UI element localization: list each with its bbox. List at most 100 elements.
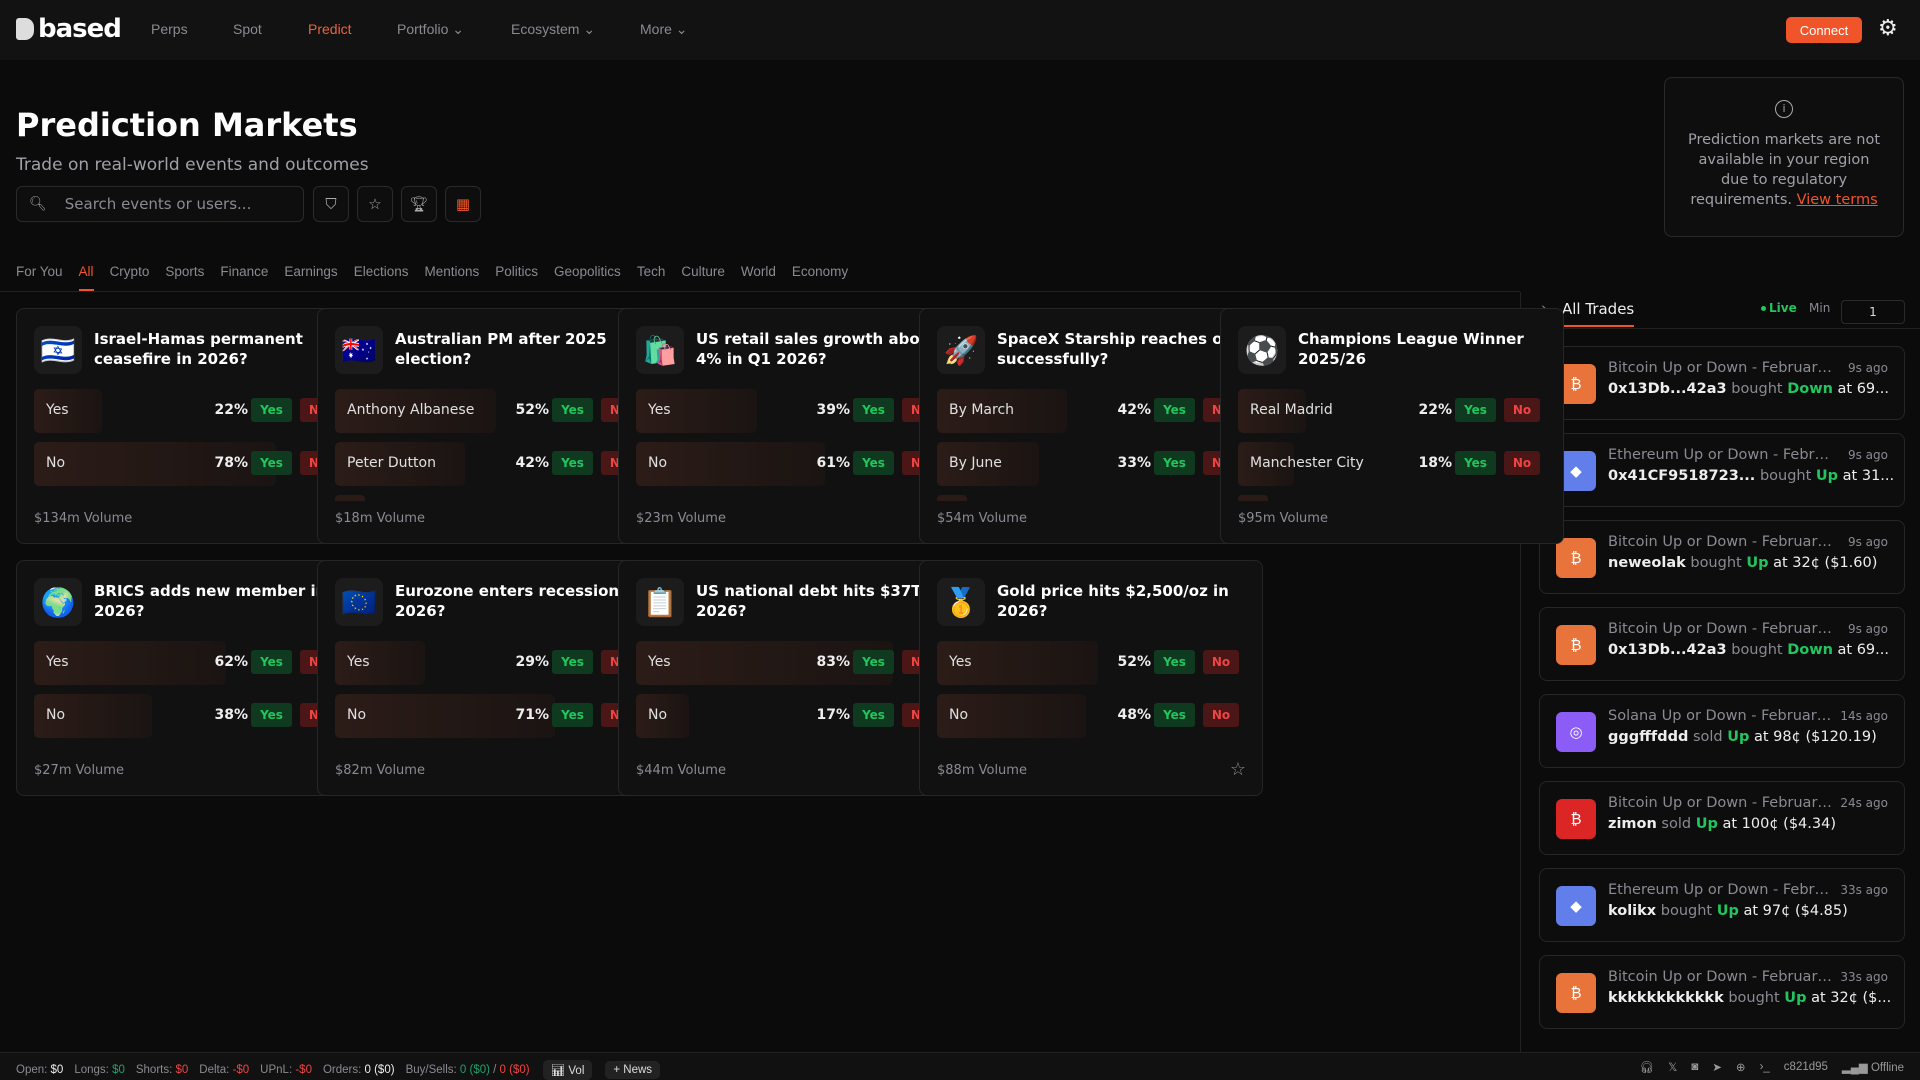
buy-no-button[interactable]: No — [1203, 650, 1239, 674]
buy-yes-button[interactable]: Yes — [251, 451, 292, 475]
buy-yes-button[interactable]: Yes — [1154, 398, 1195, 422]
buy-yes-button[interactable]: Yes — [1455, 398, 1496, 422]
gear-icon[interactable]: ⚙ — [1878, 16, 1898, 41]
trader-name[interactable]: 0x13Db...42a3 — [1608, 642, 1727, 658]
trade-item[interactable]: ₿ Bitcoin Up or Down - February... 24s ago… — [1539, 781, 1905, 855]
market-title[interactable]: Eurozone enters recession in 2026? — [395, 582, 641, 620]
market-volume: $23m Volume — [636, 511, 726, 526]
tab-crypto[interactable]: Crypto — [109, 264, 150, 279]
market-title[interactable]: US national debt hits $37T in 2026? — [696, 582, 943, 620]
buy-yes-button[interactable]: Yes — [251, 650, 292, 674]
buy-yes-button[interactable]: Yes — [251, 398, 292, 422]
trade-item[interactable]: ₿ Bitcoin Up or Down - February ... 9s ago… — [1539, 520, 1905, 594]
market-card[interactable]: 📋 US national debt hits $37T in 2026? Yes 8… — [618, 560, 962, 796]
x-icon[interactable]: 𝕏 — [1668, 1062, 1678, 1074]
trade-price: at 69... — [1837, 642, 1889, 658]
stat-item: Delta: -$0 — [199, 1064, 249, 1076]
tab-geopolitics[interactable]: Geopolitics — [554, 264, 621, 279]
discord-icon[interactable]: ◙ — [1691, 1061, 1699, 1073]
trade-market: Ethereum Up or Down - Febru... — [1608, 882, 1836, 898]
trader-name[interactable]: gggfffddd — [1608, 729, 1689, 745]
tab-all-trades[interactable]: All Trades — [1562, 300, 1635, 327]
tab-all[interactable]: All — [78, 264, 94, 291]
market-card[interactable]: 🚀 SpaceX Starship reaches orbit successfu… — [919, 308, 1263, 544]
buy-yes-button[interactable]: Yes — [1455, 451, 1496, 475]
connect-button[interactable]: Connect — [1786, 17, 1862, 43]
nav-portfolio[interactable]: Portfolio ⌄ — [397, 21, 464, 37]
market-title[interactable]: Israel-Hamas permanent ceasefire in 2026… — [94, 330, 303, 368]
market-card[interactable]: 🇮🇱 Israel-Hamas permanent ceasefire in 20… — [16, 308, 360, 544]
min-input[interactable] — [1841, 300, 1905, 324]
buy-no-button[interactable]: No — [1504, 398, 1540, 422]
tab-sports[interactable]: Sports — [165, 264, 205, 279]
buy-yes-button[interactable]: Yes — [552, 650, 593, 674]
market-card[interactable]: 🇦🇺 Australian PM after 2025 election? Anth… — [317, 308, 661, 544]
search-input[interactable] — [64, 195, 285, 213]
trader-name[interactable]: 0x13Db...42a3 — [1608, 381, 1727, 397]
terminal-icon[interactable]: ›_ — [1759, 1061, 1770, 1073]
trade-item[interactable]: ₿ Bitcoin Up or Down - February ... 9s ago… — [1539, 346, 1905, 420]
trade-item[interactable]: ◎ Solana Up or Down - February ... 14s ago… — [1539, 694, 1905, 768]
buy-no-button[interactable]: No — [1203, 703, 1239, 727]
nav-more[interactable]: More ⌄ — [640, 21, 688, 37]
buy-yes-button[interactable]: Yes — [853, 650, 894, 674]
trader-name[interactable]: 0x41CF9518723... — [1608, 468, 1756, 484]
buy-yes-button[interactable]: Yes — [1154, 703, 1195, 727]
buy-yes-button[interactable]: Yes — [853, 451, 894, 475]
trader-name[interactable]: kkkkkkkkkkkk — [1608, 990, 1724, 1006]
globe-icon[interactable]: ⊕ — [1735, 1062, 1746, 1074]
market-card[interactable]: 🥇 Gold price hits $2,500/oz in 2026? Yes 52… — [919, 560, 1263, 796]
buy-yes-button[interactable]: Yes — [1154, 451, 1195, 475]
buy-yes-button[interactable]: Yes — [552, 703, 593, 727]
logo[interactable]: based — [16, 14, 122, 44]
tab-culture[interactable]: Culture — [681, 264, 725, 279]
market-title[interactable]: SpaceX Starship reaches orbit successful… — [997, 330, 1254, 368]
tab-tech[interactable]: Tech — [636, 264, 666, 279]
tab-earnings[interactable]: Earnings — [284, 264, 338, 279]
tab-mentions[interactable]: Mentions — [424, 264, 480, 279]
market-card[interactable]: ⚽ Champions League Winner 2025/26 Real Mad… — [1220, 308, 1564, 544]
tab-world[interactable]: World — [740, 264, 776, 279]
tab-for-you[interactable]: For You — [16, 264, 63, 279]
tab-politics[interactable]: Politics — [495, 264, 539, 279]
telegram-icon[interactable]: ➤ — [1712, 1062, 1722, 1074]
market-card[interactable]: 🛍️ US retail sales growth above 4% in Q1 … — [618, 308, 962, 544]
news-button[interactable]: + News — [605, 1061, 661, 1079]
market-title[interactable]: Champions League Winner 2025/26 — [1298, 330, 1524, 368]
buy-yes-button[interactable]: Yes — [552, 451, 593, 475]
nav-predict[interactable]: Predict — [308, 21, 352, 37]
buy-yes-button[interactable]: Yes — [552, 398, 593, 422]
nav-spot[interactable]: Spot — [233, 21, 262, 37]
buy-yes-button[interactable]: Yes — [251, 703, 292, 727]
star-icon[interactable]: ☆ — [1229, 759, 1246, 780]
trader-name[interactable]: neweolak — [1608, 555, 1686, 571]
market-title[interactable]: BRICS adds new member in 2026? — [94, 582, 327, 620]
market-card[interactable]: 🇪🇺 Eurozone enters recession in 2026? Yes 2… — [317, 560, 661, 796]
trade-item[interactable]: ₿ Bitcoin Up or Down - February ... 9s ago… — [1539, 607, 1905, 681]
trader-name[interactable]: kolikx — [1608, 903, 1657, 919]
filter-button[interactable]: ⛉ — [313, 186, 349, 222]
tab-finance[interactable]: Finance — [220, 264, 269, 279]
trade-item[interactable]: ₿ Bitcoin Up or Down - February... 33s ago… — [1539, 955, 1905, 1029]
nav-perps[interactable]: Perps — [151, 21, 188, 37]
market-title[interactable]: Australian PM after 2025 election? — [395, 330, 607, 368]
grid-view-button[interactable]: ▦ — [445, 186, 481, 222]
buy-yes-button[interactable]: Yes — [853, 703, 894, 727]
trade-item[interactable]: ◆Ethereum Up or Down - February ...9s ag… — [1539, 433, 1905, 507]
view-terms-link[interactable]: View terms — [1796, 192, 1878, 208]
market-title[interactable]: US retail sales growth above 4% in Q1 20… — [696, 330, 940, 368]
vol-button[interactable]: 📊︎ Vol — [542, 1060, 593, 1080]
trader-name[interactable]: zimon — [1608, 816, 1657, 832]
market-card[interactable]: 🌍 BRICS adds new member in 2026? Yes 62% Yes… — [16, 560, 360, 796]
buy-yes-button[interactable]: Yes — [853, 398, 894, 422]
tab-economy[interactable]: Economy — [791, 264, 849, 279]
market-title[interactable]: Gold price hits $2,500/oz in 2026? — [997, 582, 1229, 620]
tab-elections[interactable]: Elections — [353, 264, 409, 279]
nav-ecosystem[interactable]: Ecosystem ⌄ — [511, 21, 596, 37]
trade-item[interactable]: ◆ Ethereum Up or Down - Febru... 33s ago ko… — [1539, 868, 1905, 942]
buy-no-button[interactable]: No — [1504, 451, 1540, 475]
favorites-button[interactable]: ☆ — [357, 186, 393, 222]
buy-yes-button[interactable]: Yes — [1154, 650, 1195, 674]
leaderboard-button[interactable]: 🏆︎ — [401, 186, 437, 222]
support-icon[interactable]: 🎧︎ — [1639, 1062, 1655, 1074]
